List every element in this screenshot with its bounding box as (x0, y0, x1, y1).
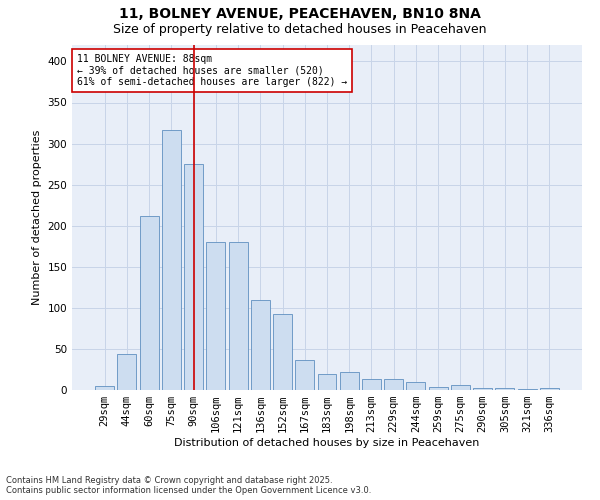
Bar (518, 389, 536, 390)
Bar (140, 216, 158, 390)
Bar (251, 300, 270, 390)
Bar (540, 388, 559, 390)
Bar (473, 388, 492, 390)
X-axis label: Distribution of detached houses by size in Peacehaven: Distribution of detached houses by size … (175, 438, 479, 448)
Bar (384, 380, 403, 390)
Bar (496, 388, 514, 390)
Bar (162, 130, 181, 390)
Bar (429, 386, 448, 390)
Bar (451, 385, 470, 390)
Bar (340, 372, 359, 390)
Bar (362, 378, 381, 390)
Bar (184, 164, 203, 390)
Bar (118, 354, 136, 390)
Text: 11, BOLNEY AVENUE, PEACEHAVEN, BN10 8NA: 11, BOLNEY AVENUE, PEACEHAVEN, BN10 8NA (119, 8, 481, 22)
Bar (295, 360, 314, 390)
Text: Contains HM Land Registry data © Crown copyright and database right 2025.
Contai: Contains HM Land Registry data © Crown c… (6, 476, 371, 495)
Bar (229, 242, 248, 390)
Bar (317, 374, 337, 390)
Text: 11 BOLNEY AVENUE: 88sqm
← 39% of detached houses are smaller (520)
61% of semi-d: 11 BOLNEY AVENUE: 88sqm ← 39% of detache… (77, 54, 347, 87)
Y-axis label: Number of detached properties: Number of detached properties (32, 130, 42, 305)
Bar (95, 386, 114, 390)
Bar (206, 242, 225, 390)
Bar (273, 314, 292, 390)
Text: Size of property relative to detached houses in Peacehaven: Size of property relative to detached ho… (113, 22, 487, 36)
Bar (406, 382, 425, 390)
